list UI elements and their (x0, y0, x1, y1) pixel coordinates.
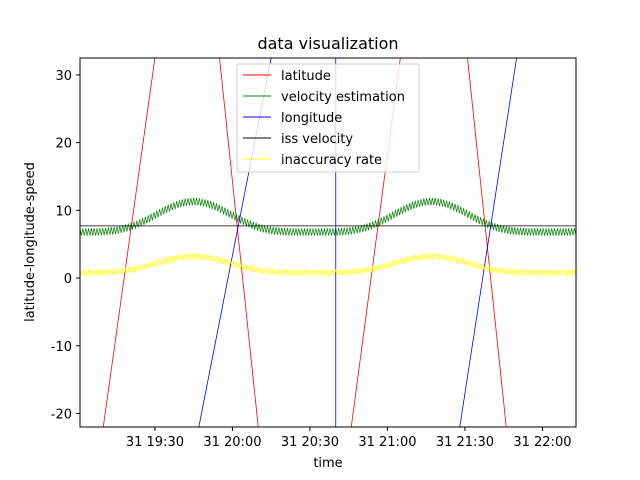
y-tick-label: 30 (55, 69, 72, 84)
x-tick-label: 31 21:30 (436, 435, 494, 450)
y-axis-ticks: 30 20 10 0 -10 -20 (51, 69, 80, 422)
series-line (80, 253, 576, 276)
chart-title: data visualization (257, 34, 398, 53)
series-line-segment (459, 58, 517, 427)
legend-label: latitude (281, 69, 331, 84)
y-tick-label: 10 (55, 204, 72, 219)
series-line-segment (102, 58, 156, 427)
legend-label: velocity estimation (281, 90, 405, 105)
y-tick-label: -20 (51, 407, 72, 422)
y-tick-label: 0 (64, 272, 72, 287)
y-axis-label: latitude-longitude-speed (23, 162, 38, 322)
x-axis-ticks: 31 19:30 31 20:00 31 20:30 31 21:00 31 21:30… (126, 427, 571, 450)
legend-label: longitude (281, 111, 342, 126)
x-tick-label: 31 21:00 (358, 435, 416, 450)
series-line-segment (219, 58, 259, 427)
series-line (80, 197, 576, 236)
series-velocity-estimation (80, 197, 576, 236)
legend-box (236, 63, 420, 173)
y-tick-label: 20 (55, 137, 72, 152)
x-tick-label: 31 20:00 (203, 435, 261, 450)
series-inaccuracy-rate (80, 253, 576, 276)
x-tick-label: 31 20:30 (281, 435, 339, 450)
x-tick-label: 31 22:00 (513, 435, 571, 450)
x-tick-label: 31 19:30 (126, 435, 184, 450)
legend-label: iss velocity (281, 132, 353, 147)
x-axis-label: time (313, 456, 342, 471)
plot-area-frame (79, 57, 577, 428)
y-tick-label: -10 (51, 340, 72, 355)
series-layer (80, 58, 576, 427)
legend-label: inaccuracy rate (281, 153, 382, 168)
legend: latitude velocity estimation longitude iss … (236, 63, 420, 173)
series-line-segment (467, 58, 507, 427)
